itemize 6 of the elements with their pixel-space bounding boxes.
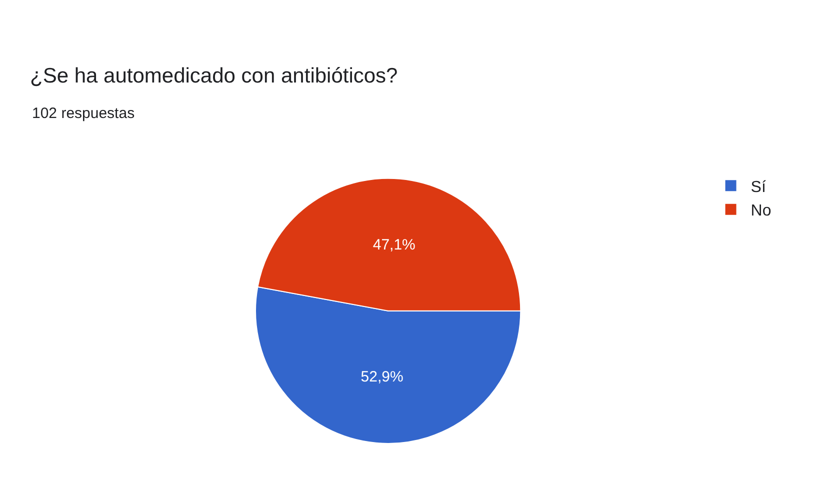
chart-title: ¿Se ha automedicado con antibióticos?: [30, 64, 398, 88]
legend-label: Sí: [750, 178, 766, 196]
data-label: 47,1%: [372, 236, 416, 254]
text: 102 respuestas: [32, 105, 135, 122]
data-label: 52,9%: [360, 368, 404, 386]
legend-label: No: [750, 202, 772, 220]
